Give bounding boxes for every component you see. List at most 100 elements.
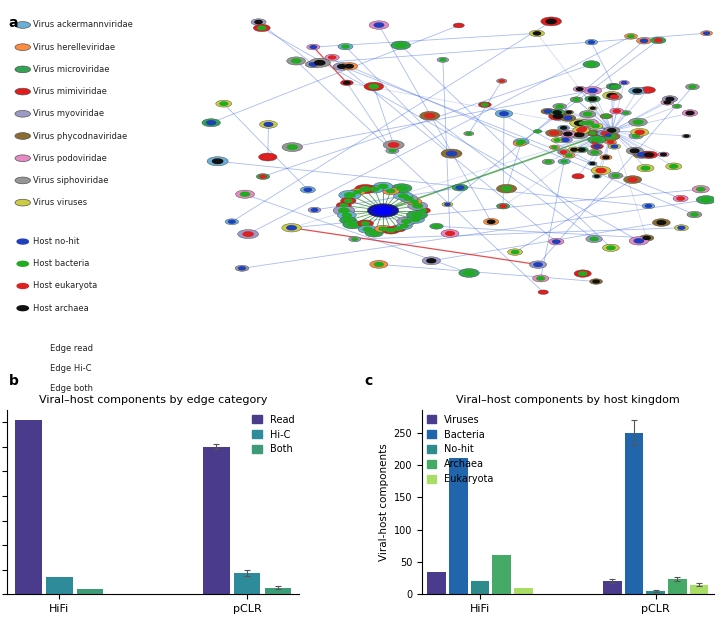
Circle shape xyxy=(368,204,399,217)
Bar xyxy=(428,572,446,594)
Circle shape xyxy=(606,83,621,89)
Circle shape xyxy=(590,237,598,241)
Circle shape xyxy=(593,141,597,143)
Circle shape xyxy=(571,148,578,151)
Circle shape xyxy=(304,189,311,191)
Circle shape xyxy=(537,277,544,280)
Circle shape xyxy=(441,149,462,158)
Circle shape xyxy=(484,219,499,225)
Circle shape xyxy=(456,186,464,189)
Circle shape xyxy=(337,212,356,219)
Circle shape xyxy=(552,146,557,148)
Circle shape xyxy=(600,155,612,160)
Circle shape xyxy=(375,207,392,214)
Circle shape xyxy=(350,189,366,196)
Circle shape xyxy=(513,141,526,146)
Circle shape xyxy=(631,128,649,136)
Circle shape xyxy=(704,32,709,35)
Circle shape xyxy=(529,30,544,36)
Circle shape xyxy=(696,196,716,204)
Circle shape xyxy=(500,112,508,116)
Circle shape xyxy=(644,88,652,91)
Circle shape xyxy=(557,150,570,155)
Circle shape xyxy=(282,224,301,232)
Circle shape xyxy=(687,212,702,218)
Text: Host bacteria: Host bacteria xyxy=(32,259,89,268)
Bar xyxy=(668,580,686,594)
Circle shape xyxy=(534,32,541,35)
Text: Virus podoviridae: Virus podoviridae xyxy=(32,154,107,163)
Circle shape xyxy=(407,216,425,224)
Text: Virus mimiviridae: Virus mimiviridae xyxy=(32,87,107,96)
Circle shape xyxy=(590,141,599,144)
Circle shape xyxy=(311,208,318,212)
Circle shape xyxy=(17,284,28,288)
Circle shape xyxy=(576,121,589,126)
Circle shape xyxy=(588,63,596,66)
Bar xyxy=(471,581,490,594)
Circle shape xyxy=(404,197,413,201)
Circle shape xyxy=(394,227,402,230)
Circle shape xyxy=(454,23,464,28)
Circle shape xyxy=(413,204,423,208)
Circle shape xyxy=(282,142,303,151)
Circle shape xyxy=(621,111,632,115)
Circle shape xyxy=(589,132,596,135)
Text: c: c xyxy=(364,374,372,388)
Circle shape xyxy=(497,203,510,209)
Circle shape xyxy=(592,174,601,178)
Circle shape xyxy=(355,185,376,194)
Circle shape xyxy=(583,87,601,95)
Circle shape xyxy=(564,116,572,119)
Legend: Read, Hi-C, Both: Read, Hi-C, Both xyxy=(252,415,294,454)
Circle shape xyxy=(593,280,599,283)
Circle shape xyxy=(236,190,255,198)
Circle shape xyxy=(440,59,446,61)
Circle shape xyxy=(349,236,360,242)
Circle shape xyxy=(603,133,614,137)
Circle shape xyxy=(238,229,259,238)
Circle shape xyxy=(633,151,650,158)
Circle shape xyxy=(554,139,560,141)
Circle shape xyxy=(645,153,653,157)
Circle shape xyxy=(427,259,435,263)
Circle shape xyxy=(586,130,599,136)
Circle shape xyxy=(259,153,277,161)
Circle shape xyxy=(566,154,572,157)
Circle shape xyxy=(591,166,611,175)
Circle shape xyxy=(689,86,696,88)
Circle shape xyxy=(288,145,297,150)
Circle shape xyxy=(529,261,547,268)
Circle shape xyxy=(357,220,373,227)
Circle shape xyxy=(684,135,689,137)
Circle shape xyxy=(255,20,262,24)
Circle shape xyxy=(374,263,383,266)
Circle shape xyxy=(340,217,356,224)
Circle shape xyxy=(344,81,350,84)
Circle shape xyxy=(407,210,428,220)
Circle shape xyxy=(607,246,615,250)
Circle shape xyxy=(15,88,30,95)
Circle shape xyxy=(433,225,440,227)
Bar xyxy=(449,458,468,594)
Circle shape xyxy=(588,162,597,166)
Circle shape xyxy=(610,108,624,114)
Circle shape xyxy=(263,155,273,159)
Circle shape xyxy=(541,109,555,114)
Circle shape xyxy=(495,110,513,118)
Circle shape xyxy=(445,203,450,206)
Text: Virus ackermannviridae: Virus ackermannviridae xyxy=(32,20,133,29)
Circle shape xyxy=(641,166,650,170)
Circle shape xyxy=(547,19,556,24)
Circle shape xyxy=(361,222,369,225)
Circle shape xyxy=(383,141,404,150)
Circle shape xyxy=(225,219,239,225)
Circle shape xyxy=(374,23,384,27)
Circle shape xyxy=(308,207,321,213)
Circle shape xyxy=(430,224,443,229)
Circle shape xyxy=(340,204,348,207)
Circle shape xyxy=(216,100,231,107)
Circle shape xyxy=(657,220,665,224)
Circle shape xyxy=(557,105,563,108)
Circle shape xyxy=(235,265,249,272)
